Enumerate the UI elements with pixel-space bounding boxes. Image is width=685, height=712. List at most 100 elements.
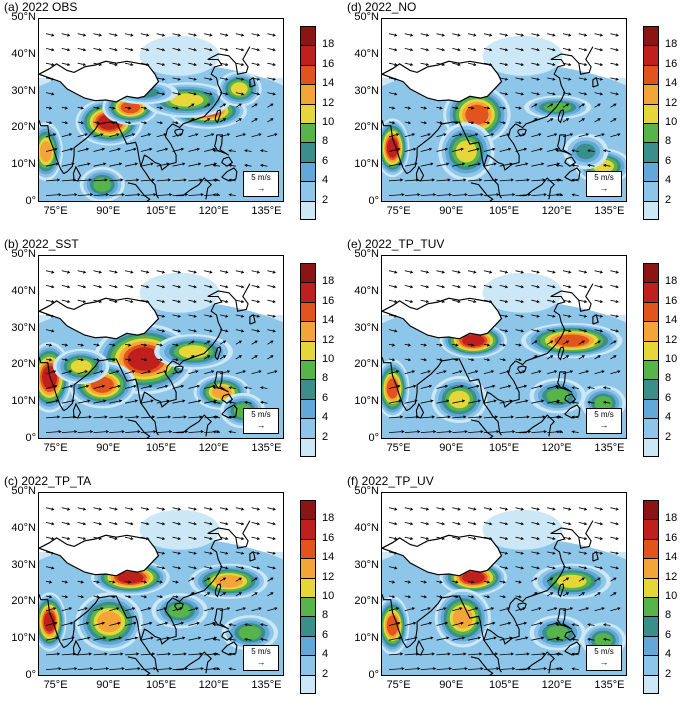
wind-arrowhead <box>538 133 542 137</box>
wind-vector <box>267 92 276 95</box>
wind-arrowhead <box>48 595 53 599</box>
wind-arrowhead <box>583 522 588 526</box>
wind-arrowhead <box>209 536 213 540</box>
wind-vector <box>499 551 508 554</box>
wind-arrowhead <box>146 33 150 37</box>
wind-arrowhead <box>112 106 116 110</box>
wind-arrowhead <box>88 178 92 182</box>
wind-arrowhead <box>409 507 414 511</box>
wind-vector <box>436 343 443 346</box>
wind-arrowhead <box>441 285 446 289</box>
wind-arrowhead <box>539 384 543 388</box>
wind-vector <box>45 431 61 433</box>
coastline <box>174 128 184 137</box>
wind-arrowhead <box>98 33 103 37</box>
wind-vector <box>109 343 115 346</box>
wind-arrowhead <box>425 285 430 289</box>
coastline <box>63 121 142 175</box>
wind-arrowhead <box>183 652 187 656</box>
wind-vector <box>229 668 236 670</box>
wind-vector <box>172 416 187 419</box>
wind-arrowhead <box>555 163 559 167</box>
wind-vector <box>603 638 611 641</box>
wind-vector <box>172 668 188 670</box>
wind-vector <box>483 637 497 641</box>
wind-arrowhead <box>147 607 152 611</box>
wind-arrowhead <box>143 343 148 347</box>
wind-arrowhead <box>112 595 116 599</box>
wind-vector <box>172 536 181 540</box>
wind-arrowhead <box>504 537 509 540</box>
wind-arrowhead <box>254 118 258 122</box>
colorbar-label: 8 <box>665 372 672 385</box>
y-tick-label: 0° <box>25 195 36 207</box>
wind-vector <box>204 314 212 317</box>
wind-vector <box>188 551 197 554</box>
wind-vector <box>594 133 605 138</box>
wind-vector <box>109 106 115 109</box>
wind-vector <box>140 668 156 670</box>
wind-arrowhead <box>569 133 574 137</box>
colorbar-label: 10 <box>322 353 335 365</box>
wind-vector <box>594 92 603 95</box>
wind-vector <box>610 329 619 332</box>
wind-arrowhead <box>215 178 219 182</box>
wind-vector <box>499 299 508 303</box>
wind-arrowhead <box>602 149 607 153</box>
wind-arrowhead <box>240 270 245 274</box>
wind-vector <box>235 551 244 554</box>
wind-vector <box>45 133 56 138</box>
wind-vector <box>267 592 274 597</box>
wind-vector <box>124 133 135 138</box>
wind-arrowhead <box>526 415 530 419</box>
wind-arrowhead <box>520 63 525 66</box>
wind-arrowhead <box>463 178 467 182</box>
wind-arrowhead <box>82 62 87 66</box>
wind-vector <box>77 148 89 152</box>
wind-arrowhead <box>68 607 73 611</box>
wind-arrowhead <box>409 522 414 526</box>
wind-arrowhead <box>274 607 278 611</box>
wind-vector <box>229 194 236 196</box>
wind-arrowhead <box>84 133 88 137</box>
wind-vector <box>172 179 187 182</box>
wind-vector <box>188 370 198 375</box>
wind-vector <box>499 163 512 167</box>
wind-arrowhead <box>441 270 446 274</box>
wind-vector <box>388 77 397 80</box>
wind-arrowhead <box>128 358 132 362</box>
wind-arrowhead <box>191 577 195 581</box>
wind-vector <box>483 285 492 288</box>
wind-vector <box>404 536 413 540</box>
precip-contour <box>386 378 399 399</box>
wind-vector <box>172 431 188 433</box>
x-tick-label: 135°E <box>251 442 282 454</box>
colorbar-cell <box>643 181 659 201</box>
wind-vector <box>388 329 397 332</box>
wind-vector <box>156 507 165 510</box>
wind-arrowhead <box>209 314 213 318</box>
wind-arrowhead <box>455 358 459 362</box>
precip-base <box>482 35 563 76</box>
y-tick-label: 0° <box>25 432 36 444</box>
wind-vector <box>219 607 230 612</box>
wind-arrowhead <box>96 121 100 125</box>
wind-arrowhead <box>72 178 77 182</box>
wind-arrowhead <box>130 522 134 526</box>
wind-arrowhead <box>80 595 85 599</box>
wind-arrowhead <box>51 507 55 511</box>
colorbar-label: 18 <box>665 275 678 288</box>
wind-vector <box>140 285 149 288</box>
wind-arrowhead <box>177 63 182 66</box>
wind-arrowhead <box>615 63 619 66</box>
wind-arrowhead <box>439 595 443 599</box>
wind-vector <box>452 595 458 598</box>
wind-arrowhead <box>238 355 243 359</box>
wind-arrowhead <box>207 118 211 122</box>
wind-vector <box>388 637 402 641</box>
wind-arrowhead <box>409 537 414 540</box>
wind-vector <box>594 299 603 303</box>
wind-arrowhead <box>143 595 148 599</box>
wind-arrowhead <box>493 636 497 640</box>
wind-vector <box>499 595 506 598</box>
